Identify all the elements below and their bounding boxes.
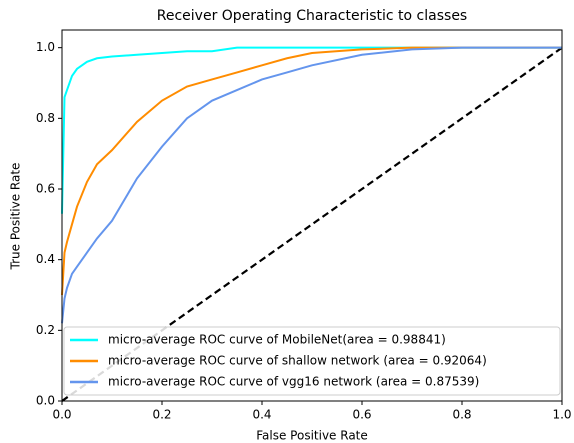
plot-frame bbox=[61, 29, 563, 402]
y-tick-label: 0.4 bbox=[36, 252, 55, 266]
y-tick-label: 0.6 bbox=[36, 182, 55, 196]
legend-label: micro-average ROC curve of vgg16 network… bbox=[108, 375, 479, 389]
legend-label: micro-average ROC curve of shallow netwo… bbox=[108, 354, 487, 368]
y-axis-label: True Positive Rate bbox=[9, 163, 23, 271]
legend-label: micro-average ROC curve of MobileNet(are… bbox=[108, 333, 446, 347]
x-tick-label: 0.8 bbox=[452, 408, 471, 422]
x-tick-label: 0.2 bbox=[152, 408, 171, 422]
roc-curve bbox=[61, 46, 562, 296]
roc-curve bbox=[61, 46, 562, 324]
y-tick-label: 0.0 bbox=[36, 394, 55, 408]
x-tick-label: 1.0 bbox=[552, 408, 571, 422]
legend-box bbox=[63, 326, 561, 396]
y-tick-label: 1.0 bbox=[36, 40, 55, 54]
x-tick-label: 0.0 bbox=[52, 408, 71, 422]
roc-curve bbox=[61, 46, 562, 214]
y-tick-label: 0.2 bbox=[36, 323, 55, 337]
y-tick-label: 0.8 bbox=[36, 111, 55, 125]
chart-title: Receiver Operating Characteristic to cla… bbox=[157, 8, 467, 24]
x-axis-label: False Positive Rate bbox=[256, 429, 368, 443]
x-tick-label: 0.6 bbox=[352, 408, 371, 422]
x-tick-label: 0.4 bbox=[252, 408, 271, 422]
